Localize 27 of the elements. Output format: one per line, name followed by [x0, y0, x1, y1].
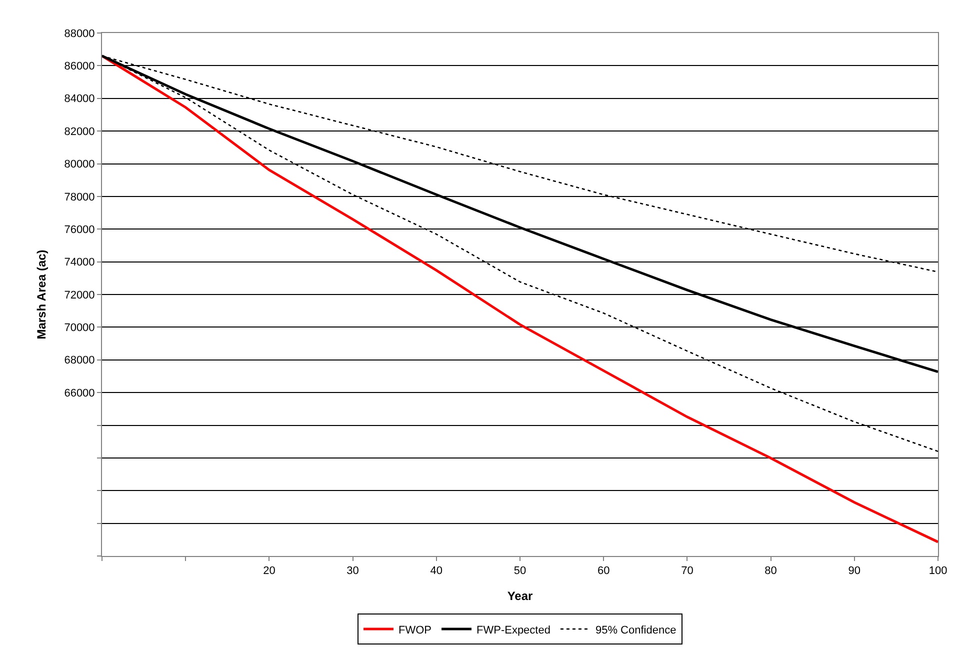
x-axis-title: Year [507, 589, 534, 604]
y-tick-label: 70000 [64, 322, 95, 334]
x-tick-label: 40 [430, 565, 443, 578]
y-tick-label: 68000 [64, 354, 95, 367]
y-tick-label: 72000 [64, 289, 95, 302]
y-tick-label: 84000 [64, 93, 95, 106]
y-tick-label: 80000 [64, 158, 95, 171]
legend-label: FWOP [398, 624, 432, 636]
x-tick-label: 60 [597, 565, 610, 578]
x-tick-label: 70 [681, 565, 694, 578]
x-tick-label: 90 [848, 565, 861, 578]
legend-label: 95% Confidence [595, 624, 676, 636]
y-tick-label: 82000 [64, 126, 95, 138]
line-series [102, 54, 938, 544]
x-tick-label: 30 [346, 565, 359, 578]
x-tick-label: 50 [514, 565, 526, 578]
x-tick-label: 80 [764, 565, 777, 578]
y-tick-label: 86000 [64, 60, 95, 73]
y-tick-label: 78000 [64, 191, 95, 204]
y-tick-label: 76000 [64, 224, 95, 236]
y-axis-title: Marsh Area (ac) [34, 250, 49, 340]
legend-label: FWP-Expected [476, 624, 550, 636]
x-tick-label: 20 [263, 565, 276, 578]
y-tick-label: 88000 [64, 28, 95, 40]
y-tick-label: 66000 [64, 387, 95, 400]
y-tick-label: 74000 [64, 256, 95, 269]
x-tick-label: 100 [928, 565, 948, 578]
